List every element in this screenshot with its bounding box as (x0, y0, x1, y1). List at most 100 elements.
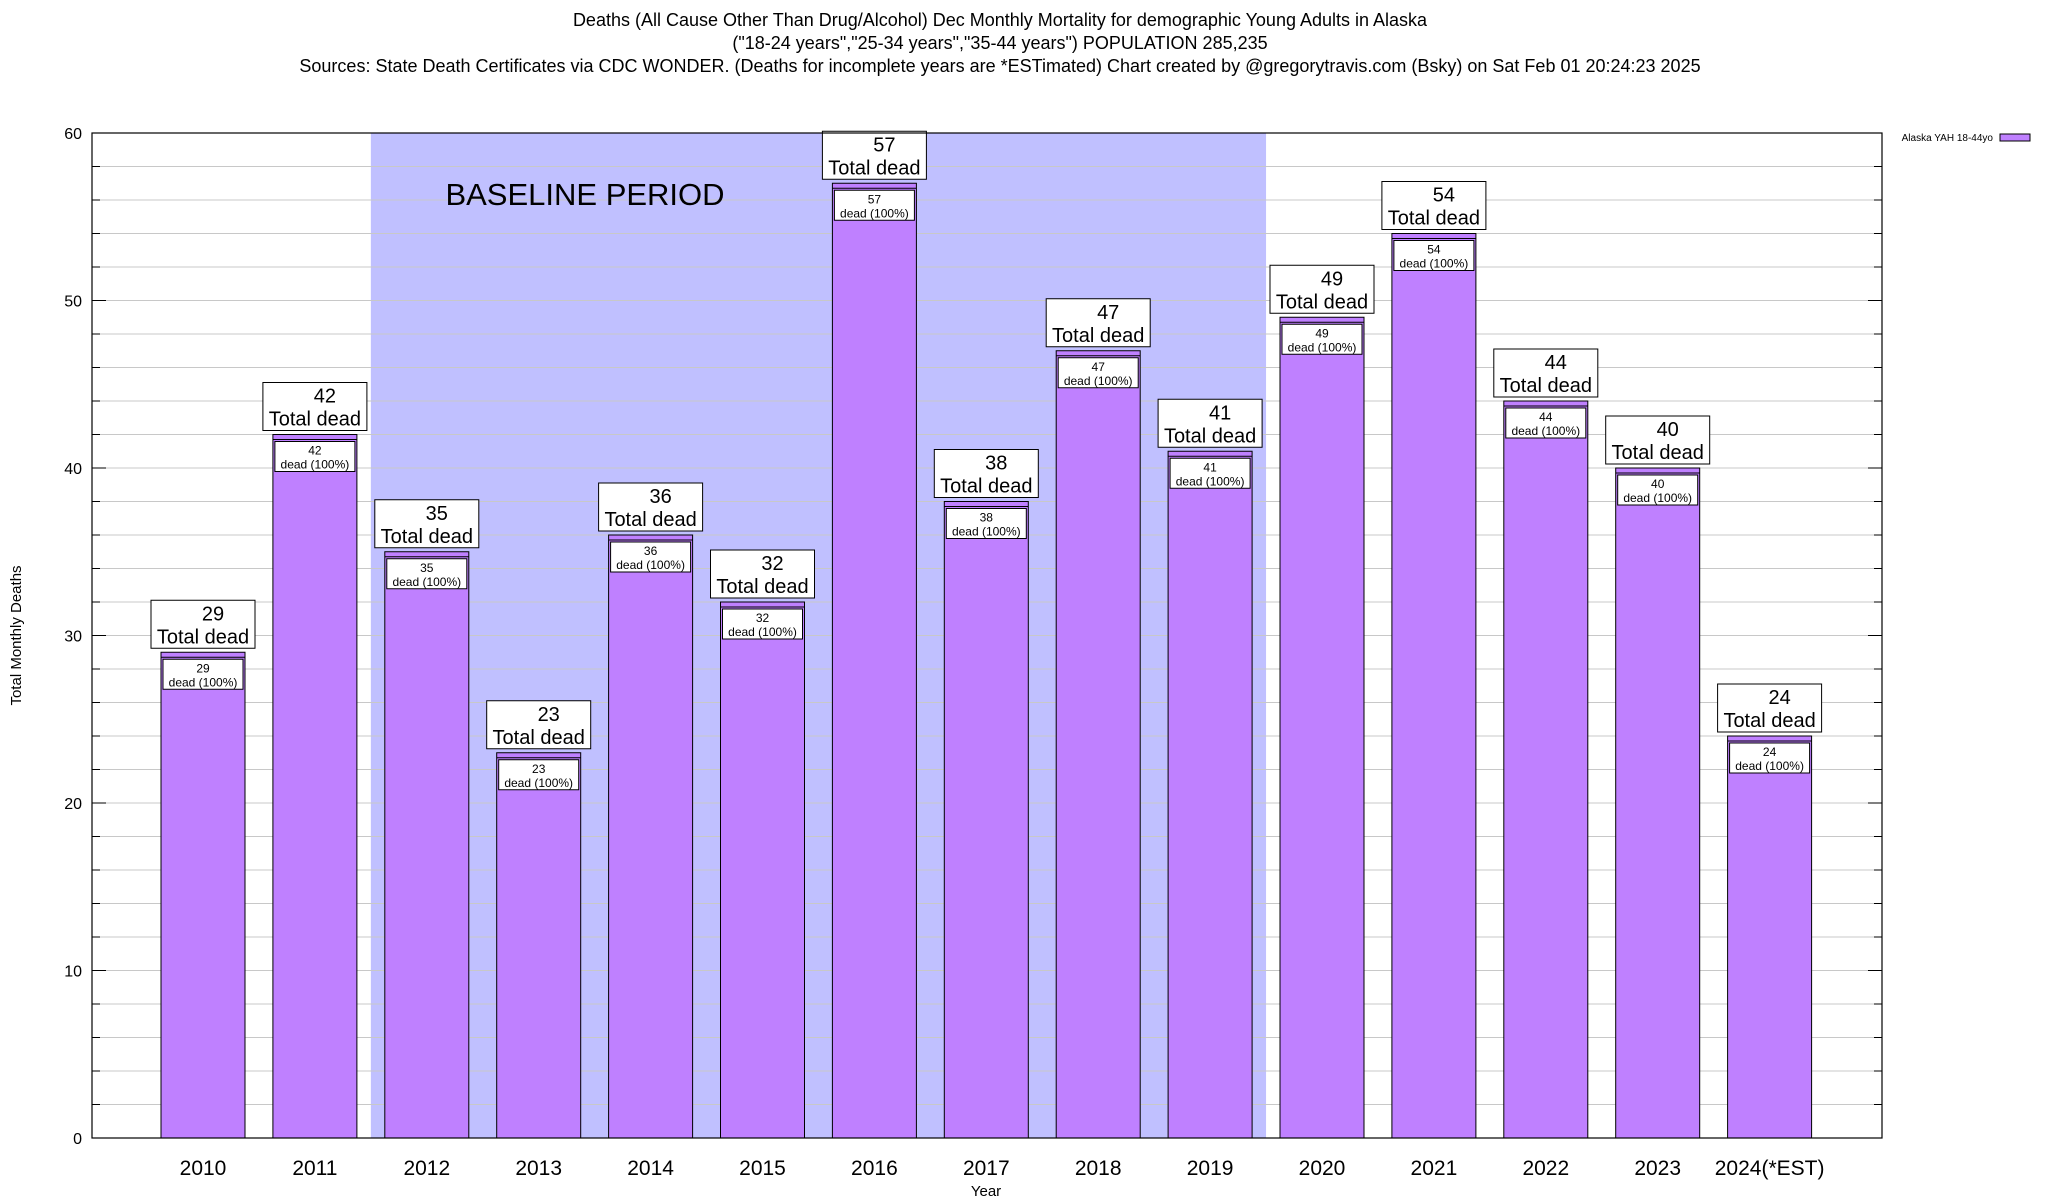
inner-label-box (945, 508, 1027, 539)
y-tick-label: 10 (64, 964, 82, 981)
inner-label-value: 32 (756, 611, 770, 625)
x-tick-label: 2024(*EST) (1715, 1157, 1825, 1180)
baseline-period-label: BASELINE PERIOD (445, 177, 724, 212)
inner-label-text: dead (100%) (840, 206, 909, 220)
inner-label-box (1505, 407, 1587, 439)
legend-swatch (1999, 133, 2031, 142)
bar-2013 (496, 752, 582, 1139)
inner-label-value: 40 (1651, 477, 1665, 491)
bar-2015 (720, 601, 805, 1139)
total-label-box (710, 549, 815, 599)
total-label-text: Total dead (1500, 375, 1592, 397)
total-label-text: Total dead (604, 509, 696, 531)
total-label-value: 40 (1657, 419, 1679, 441)
inner-label-text: dead (100%) (281, 458, 350, 472)
total-label-value: 32 (761, 553, 783, 575)
x-tick-label: 2023 (1634, 1157, 1681, 1180)
total-label-value: 41 (1209, 402, 1231, 424)
total-label-value: 23 (538, 704, 560, 726)
legend-label: Alaska YAH 18-44yo (1902, 133, 1994, 144)
inner-label-value: 38 (980, 511, 994, 525)
total-label-box (1717, 683, 1823, 733)
bar-2012 (384, 551, 470, 1139)
x-tick-label: 2017 (963, 1157, 1010, 1180)
total-label-value: 42 (314, 386, 336, 408)
x-tick-label: 2013 (515, 1157, 562, 1180)
total-label-text: Total dead (1388, 208, 1480, 230)
inner-label-text: dead (100%) (1511, 424, 1580, 438)
chart-title-line: Sources: State Death Certificates via CD… (299, 56, 1700, 76)
total-label-text: Total dead (1052, 325, 1144, 347)
total-label-box (262, 382, 368, 431)
inner-label-text: dead (100%) (616, 558, 685, 572)
bar-2019 (1167, 450, 1253, 1139)
y-tick-label: 20 (64, 796, 82, 813)
inner-label-value: 29 (196, 661, 210, 675)
inner-label-text: dead (100%) (1735, 759, 1804, 773)
total-label-value: 47 (1097, 302, 1119, 324)
total-label-text: Total dead (157, 626, 249, 648)
inner-label-box (610, 541, 692, 573)
total-label-text: Total dead (1723, 710, 1815, 732)
inner-label-box (498, 759, 580, 791)
x-tick-label: 2021 (1411, 1157, 1458, 1180)
chart-title-line: Deaths (All Cause Other Than Drug/Alcoho… (573, 10, 1428, 30)
inner-label-value: 47 (1092, 360, 1106, 374)
inner-label-value: 54 (1427, 243, 1441, 257)
inner-label-box (386, 558, 468, 590)
total-label-value: 49 (1321, 268, 1343, 290)
bar-2010 (160, 651, 246, 1139)
bar-2020 (1279, 316, 1365, 1139)
y-axis-label: Total Monthly Deaths (8, 565, 25, 705)
total-label-value: 36 (649, 486, 671, 508)
x-tick-label: 2015 (739, 1157, 786, 1180)
inner-label-value: 35 (420, 561, 434, 575)
inner-label-box (1057, 357, 1139, 389)
total-label-text: Total dead (493, 727, 585, 749)
inner-label-box (1281, 323, 1363, 355)
total-label-box (821, 130, 927, 180)
inner-label-text: dead (100%) (1623, 491, 1692, 505)
bar-2022 (1503, 400, 1589, 1139)
inner-label-text: dead (100%) (1176, 474, 1245, 488)
inner-label-box (1393, 240, 1475, 271)
total-label-box (1269, 264, 1375, 314)
bar-2023 (1615, 467, 1701, 1139)
x-tick-label: 2014 (627, 1157, 674, 1180)
total-label-value: 44 (1545, 352, 1567, 374)
x-tick-label: 2018 (1075, 1157, 1122, 1180)
total-label-text: Total dead (1164, 425, 1256, 447)
total-label-value: 35 (426, 503, 448, 525)
inner-label-text: dead (100%) (1064, 374, 1133, 388)
total-label-value: 38 (985, 453, 1007, 475)
total-label-text: Total dead (269, 409, 361, 431)
x-tick-label: 2010 (180, 1157, 227, 1180)
inner-label-value: 36 (644, 544, 658, 558)
x-tick-label: 2012 (403, 1157, 450, 1180)
inner-label-value: 41 (1203, 460, 1217, 474)
bar-2011 (272, 434, 358, 1139)
y-tick-label: 0 (73, 1131, 82, 1148)
y-tick-label: 60 (64, 126, 82, 143)
total-label-box (1157, 398, 1263, 448)
x-axis-label: Year (971, 1183, 1001, 1200)
inner-label-box (162, 658, 244, 690)
bar-2018 (1055, 350, 1141, 1139)
bar-2014 (608, 534, 694, 1139)
inner-label-box (1617, 474, 1699, 506)
total-label-box (150, 599, 256, 649)
total-label-box (598, 482, 704, 532)
inner-label-box (833, 189, 915, 221)
inner-label-box (1729, 742, 1811, 774)
y-tick-label: 30 (64, 629, 82, 646)
total-label-text: Total dead (828, 157, 920, 179)
inner-label-text: dead (100%) (728, 625, 797, 639)
total-label-box (933, 449, 1039, 498)
y-tick-label: 40 (64, 461, 82, 478)
total-label-box (1381, 181, 1487, 230)
inner-label-text: dead (100%) (952, 525, 1021, 539)
inner-label-text: dead (100%) (504, 776, 573, 790)
total-label-text: Total dead (940, 476, 1032, 498)
chart-title-line: ("18-24 years","25-34 years","35-44 year… (732, 33, 1267, 53)
